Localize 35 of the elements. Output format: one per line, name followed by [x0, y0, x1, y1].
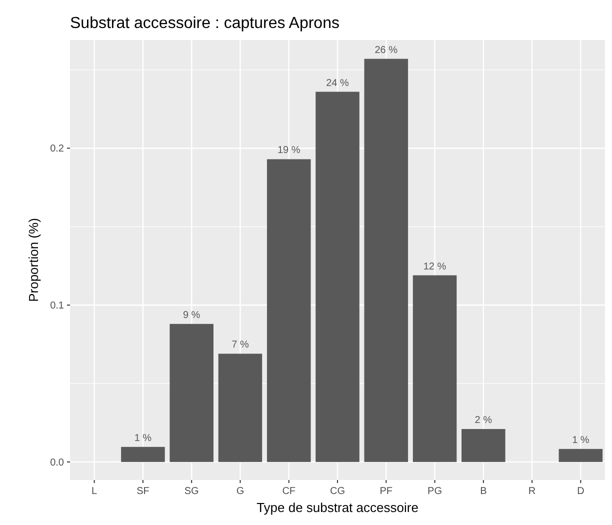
- x-tick-label: SG: [184, 486, 200, 497]
- bar: [218, 354, 262, 462]
- x-tick-label: PG: [428, 486, 442, 497]
- bar: [170, 324, 214, 462]
- data-label: 12 %: [423, 261, 446, 272]
- x-tick-label: PF: [380, 486, 393, 497]
- data-label: 1 %: [572, 434, 590, 446]
- x-tick-label: SF: [136, 486, 150, 497]
- x-tick-label: B: [480, 486, 488, 497]
- bar: [364, 58, 408, 462]
- data-label: 2 %: [474, 415, 492, 426]
- y-tick-label: 0.0: [50, 457, 64, 468]
- data-label: 26 %: [374, 44, 398, 56]
- bar: [316, 92, 360, 462]
- data-label: 9 %: [182, 310, 200, 321]
- bar: [121, 446, 165, 462]
- data-label: 1 %: [134, 432, 152, 444]
- data-label: 19 %: [277, 145, 300, 156]
- data-label: 24 %: [326, 78, 350, 89]
- x-tick-label: R: [528, 486, 536, 497]
- x-axis-title: Type de substrat accessoire: [256, 500, 418, 515]
- y-tick-label: 0.2: [50, 144, 64, 155]
- x-tick-label: CF: [282, 486, 296, 497]
- x-tick-label: D: [577, 486, 584, 497]
- data-label: 7 %: [232, 340, 249, 351]
- bar: [412, 275, 457, 462]
- bar: [558, 448, 603, 462]
- bar: [462, 429, 506, 462]
- bar: [266, 159, 311, 462]
- x-tick-label: G: [236, 486, 244, 497]
- y-tick-label: 0.1: [50, 300, 64, 312]
- chart-title: Substrat accessoire : captures Aprons: [70, 15, 340, 32]
- x-tick-label: L: [92, 486, 98, 497]
- y-axis-title: Proportion (%): [26, 218, 41, 302]
- x-tick-label: CG: [330, 486, 346, 497]
